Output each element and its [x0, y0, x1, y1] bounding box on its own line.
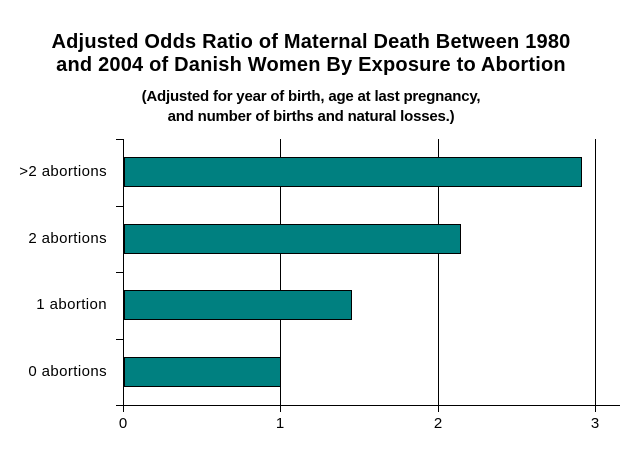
chart-title-line2: and 2004 of Danish Women By Exposure to … [56, 54, 566, 76]
x-tick-label-2: 2 [433, 415, 443, 432]
category-label: >2 abortions [19, 163, 107, 180]
y-axis-tick-2 [116, 272, 123, 273]
x-tick-label-0: 0 [118, 415, 128, 432]
category-label: 2 abortions [28, 230, 107, 247]
y-axis-tick-1 [116, 206, 123, 207]
bar-1-abortion [124, 290, 352, 320]
bar-0-abortions [124, 357, 281, 387]
category-label: 1 abortion [36, 296, 107, 313]
x-tick-label-3: 3 [590, 415, 600, 432]
category-label: 0 abortions [28, 363, 107, 380]
plot-area [123, 139, 620, 406]
gridline-x-3 [595, 139, 596, 405]
chart-title-line1: Adjusted Odds Ratio of Maternal Death Be… [51, 31, 571, 53]
chart-subtitle: (Adjusted for year of birth, age at last… [0, 87, 622, 127]
y-axis-tick-0 [116, 139, 123, 140]
x-tick-label-1: 1 [275, 415, 285, 432]
chart-subtitle-line1: (Adjusted for year of birth, age at last… [141, 88, 481, 105]
x-axis-tick-1 [280, 406, 281, 412]
y-axis-tick-3 [116, 339, 123, 340]
x-axis-tick-3 [595, 406, 596, 412]
chart-title: Adjusted Odds Ratio of Maternal Death Be… [0, 31, 622, 77]
x-axis-tick-0 [123, 406, 124, 412]
gridline-x-2 [438, 139, 439, 405]
x-axis-tick-2 [438, 406, 439, 412]
gridline-x-1 [280, 139, 281, 405]
y-axis-tick-4 [116, 405, 123, 406]
bar-2-abortions [124, 224, 461, 254]
chart-subtitle-line2: and number of births and natural losses.… [167, 108, 455, 125]
bar--2-abortions [124, 157, 582, 187]
